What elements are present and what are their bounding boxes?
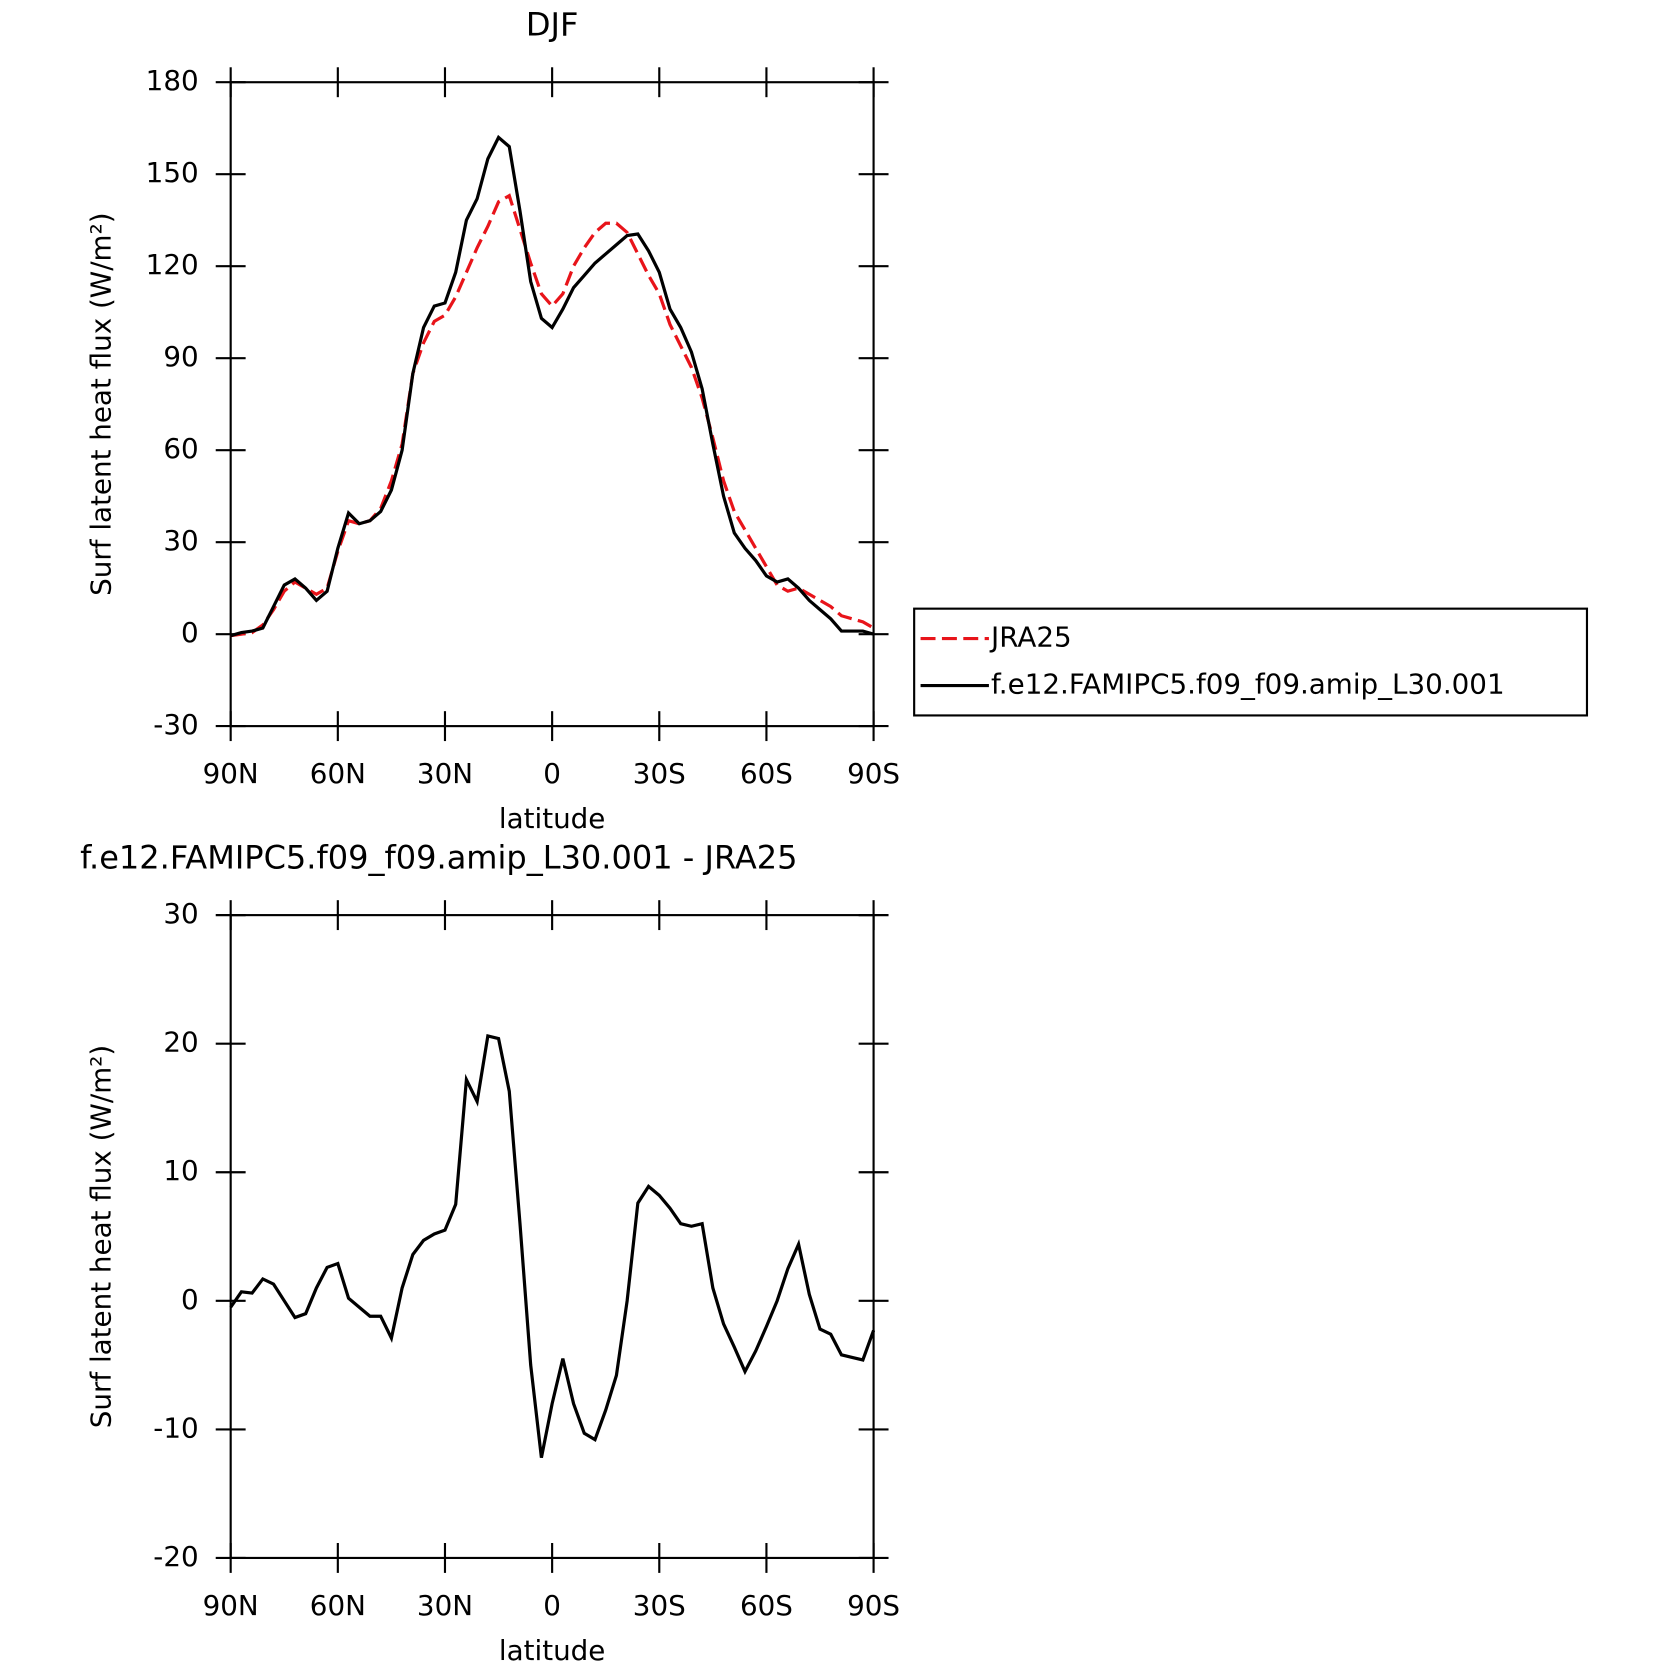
y-tick-label: 10 [163,1154,198,1187]
y-tick-label: 90 [163,340,198,373]
y-tick-label: 30 [163,897,198,930]
y-tick-label: 60 [163,432,198,465]
y-tick-label: 30 [163,524,198,557]
x-tick-label: 90N [203,1589,259,1622]
x-tick-label: 30N [417,757,473,790]
x-tick-label: 0 [543,1589,561,1622]
data-line [230,193,875,638]
x-axis-label: latitude [499,802,605,835]
legend-label: JRA25 [989,621,1072,654]
x-axis-label: latitude [499,1634,605,1667]
plot-frame [229,81,875,728]
x-tick-label: 90S [847,1589,900,1622]
x-tick-label: 60S [740,757,793,790]
y-tick-label: 150 [146,156,199,189]
y-tick-label: -10 [153,1411,198,1444]
y-tick-label: 180 [146,64,199,97]
x-tick-label: 90N [203,757,259,790]
data-line [229,1034,876,1458]
legend-label: f.e12.FAMIPC5.f09_f09.amip_L30.001 [991,668,1505,701]
y-axis-label: Surf latent heat flux (W/m²) [85,1045,118,1428]
y-tick-label: 20 [163,1026,198,1059]
plot-frame [229,914,875,1560]
x-tick-label: 0 [543,757,561,790]
x-tick-label: 60N [310,757,366,790]
chart-title: f.e12.FAMIPC5.f09_f09.amip_L30.001 - JRA… [80,839,797,877]
y-tick-label: 0 [181,616,199,649]
x-tick-label: 60N [310,1589,366,1622]
y-axis-label: Surf latent heat flux (W/m²) [85,212,118,595]
y-tick-label: 120 [146,248,199,281]
y-tick-label: 0 [181,1283,199,1316]
data-line [230,134,875,638]
x-tick-label: 90S [847,757,900,790]
x-tick-label: 30S [633,1589,686,1622]
x-tick-label: 30N [417,1589,473,1622]
y-tick-label: -20 [153,1540,198,1573]
x-tick-label: 30S [633,757,686,790]
chart-title: DJF [526,6,579,44]
y-tick-label: -30 [153,708,198,741]
legend-box [913,607,1589,717]
x-tick-label: 60S [740,1589,793,1622]
